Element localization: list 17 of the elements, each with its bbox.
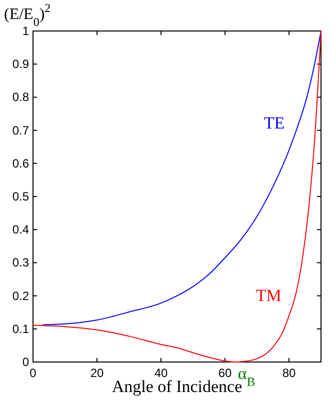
y-tick-label: 0.7 — [12, 123, 30, 138]
y-tick-label: 0.4 — [12, 222, 30, 237]
y-tick-label: 0.1 — [12, 322, 30, 336]
y-tick-label: 1 — [22, 24, 30, 38]
y-tick-label: 0.2 — [12, 288, 30, 303]
y-tick-label: 0.5 — [12, 190, 30, 204]
x-tick-label: 80 — [282, 366, 296, 380]
x-tick-label: 20 — [90, 366, 104, 380]
series-label: TM — [256, 286, 282, 305]
y-tick-label: 0.8 — [12, 90, 30, 104]
y-tick-label: 0.6 — [12, 156, 30, 170]
x-tick-label: 60 — [218, 366, 232, 380]
y-tick-label: 0 — [22, 355, 30, 369]
y-tick-label: 0.9 — [12, 57, 30, 72]
series-label: TE — [264, 114, 285, 133]
y-tick-label: 0.3 — [12, 256, 30, 270]
x-tick-label: 40 — [154, 366, 168, 380]
